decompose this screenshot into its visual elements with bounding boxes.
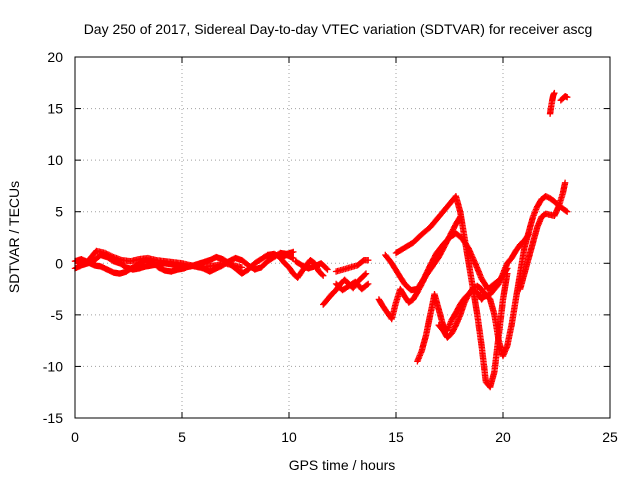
- plot-frame: [74, 56, 611, 419]
- series-arc10: [382, 230, 511, 294]
- data-series: [71, 89, 571, 391]
- series-arc7: [332, 278, 372, 294]
- series-markers: [382, 230, 511, 294]
- y-tick-label: 20: [47, 49, 63, 65]
- axis-ticks: 0 5 10 15 20 25 -15 -10 -5 0 5 10 15 20: [43, 49, 618, 445]
- x-tick-label: 25: [602, 429, 618, 445]
- x-axis-label: GPS time / hours: [289, 457, 396, 473]
- series-markers: [546, 89, 558, 117]
- y-tick-label: -10: [43, 358, 63, 374]
- x-tick-label: 5: [178, 429, 186, 445]
- series-markers: [557, 93, 571, 104]
- y-tick-label: 5: [55, 204, 63, 220]
- series-arc16: [557, 93, 571, 104]
- series-arc5: [292, 258, 331, 273]
- y-axis-label: SDTVAR / TECUs: [6, 181, 22, 293]
- y-tick-label: 15: [47, 101, 63, 117]
- y-tick-label: -5: [51, 307, 64, 323]
- x-tick-label: 20: [495, 429, 511, 445]
- series-markers: [332, 257, 372, 275]
- x-tick-label: 15: [388, 429, 404, 445]
- series-arc3: [76, 247, 246, 271]
- series-markers: [435, 231, 532, 341]
- series-markers: [516, 179, 569, 293]
- series-arc15: [546, 89, 558, 117]
- series-arc8: [332, 257, 372, 275]
- x-tick-label: 0: [71, 429, 79, 445]
- series-arc11: [392, 193, 511, 391]
- series-markers: [76, 247, 246, 271]
- y-tick-label: -15: [43, 410, 63, 426]
- series-markers: [332, 278, 372, 294]
- series-markers: [375, 213, 464, 323]
- y-tick-label: 0: [55, 255, 63, 271]
- series-arc14: [516, 179, 569, 293]
- series-markers: [292, 258, 331, 273]
- chart-title: Day 250 of 2017, Sidereal Day-to-day VTE…: [84, 21, 593, 37]
- series-arc9: [375, 213, 464, 323]
- x-tick-label: 10: [281, 429, 297, 445]
- series-arc13: [435, 231, 532, 341]
- y-tick-label: 10: [47, 152, 63, 168]
- series-markers: [392, 193, 511, 391]
